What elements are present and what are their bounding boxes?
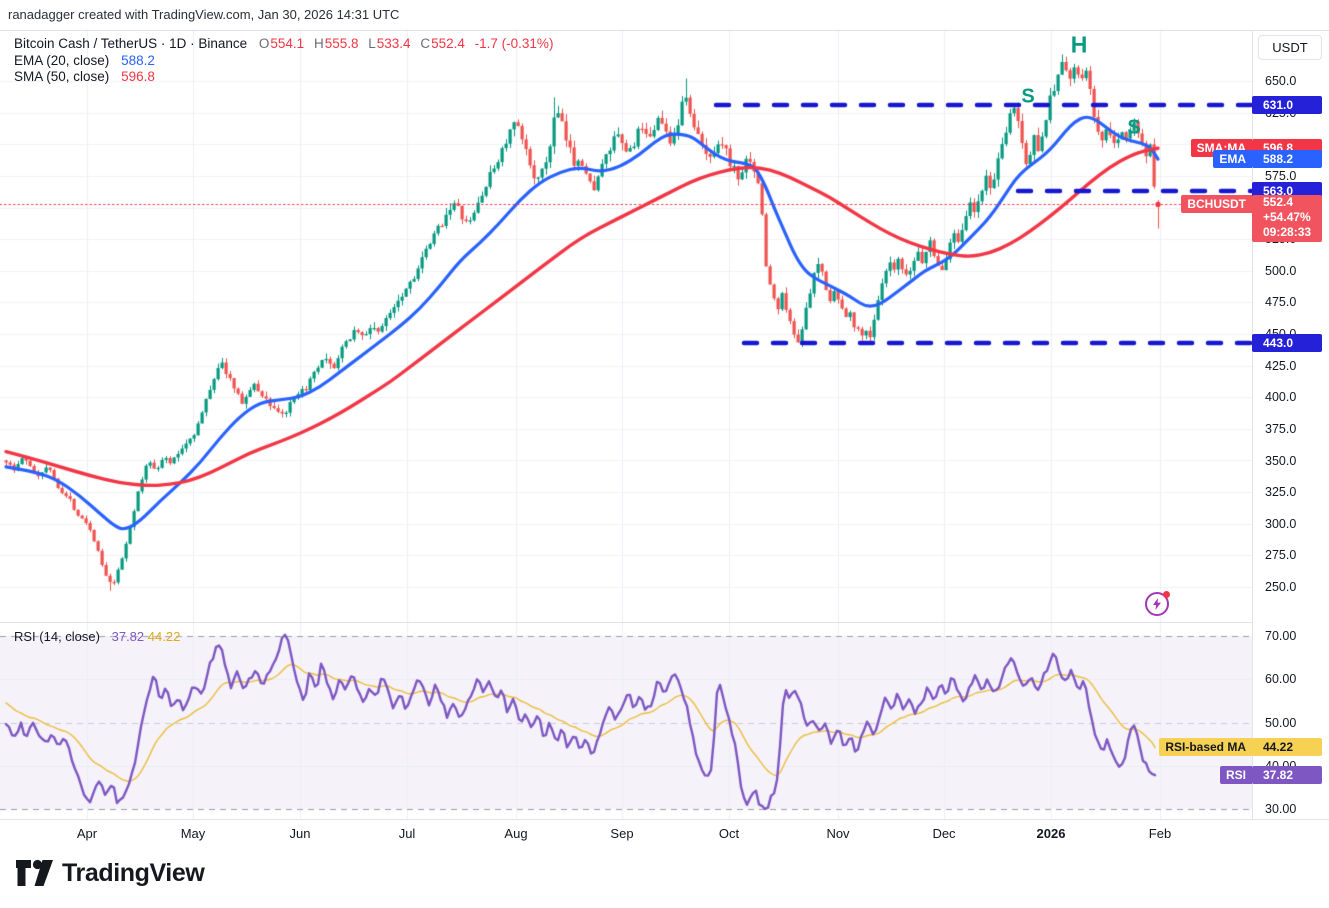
time-axis-label: Apr — [76, 826, 98, 841]
axis-tag-value: 588.2 — [1252, 150, 1322, 169]
symbol-title[interactable]: Bitcoin Cash / TetherUS · 1D · Binance — [14, 36, 248, 51]
rsi-label: RSI (14, close) — [14, 629, 100, 644]
axis-tag-name: EMA — [1213, 150, 1252, 169]
time-axis-label: Feb — [1148, 826, 1172, 841]
open-label: O — [258, 36, 270, 51]
change-value: -1.7 (-0.31%) — [474, 36, 554, 51]
rsi-chart-canvas[interactable] — [0, 623, 1252, 819]
close-value: 552.4 — [431, 36, 465, 51]
time-axis-label: Oct — [718, 826, 740, 841]
tradingview-logo-mark — [16, 859, 53, 886]
tradingview-logo-text: TradingView — [62, 859, 205, 887]
high-label: H — [313, 36, 324, 51]
time-axis-label: Jul — [398, 826, 416, 841]
time-axis-label: Dec — [932, 826, 956, 841]
price-tick: 250.0 — [1265, 580, 1297, 594]
price-tick: 425.0 — [1265, 358, 1297, 373]
ema-label: EMA (20, close) — [14, 52, 110, 68]
price-tick: 325.0 — [1265, 485, 1297, 500]
footer: TradingView — [0, 846, 1329, 908]
time-axis[interactable]: Apr May Jun Jul Aug Sep Oct Nov Dec 2026 Feb — [0, 819, 1329, 847]
price-tick: 300.0 — [1265, 516, 1297, 531]
pattern-label: S — [1021, 85, 1035, 108]
axis-tag-value: 44.22 — [1252, 738, 1322, 757]
low-label: L — [368, 36, 376, 51]
rsi-tick: 70.00 — [1265, 629, 1297, 643]
time-axis-label: 2026 — [1036, 826, 1066, 841]
price-tick: 400.0 — [1265, 390, 1297, 405]
rsi-legend[interactable]: RSI (14, close) 37.82 44.22 — [14, 629, 180, 644]
price-tick: 575.0 — [1265, 168, 1297, 183]
time-axis-label: May — [180, 826, 206, 841]
ema-legend-row[interactable]: EMA (20, close) 588.2 — [14, 53, 553, 70]
price-tick: 375.0 — [1265, 421, 1297, 436]
axis-tag-value: 552.4 +54.47% 09:28:33 — [1252, 195, 1322, 243]
axis-tag-value: 443.0 — [1252, 333, 1322, 352]
time-axis-label: Sep — [610, 826, 634, 841]
open-value: 554.1 — [270, 36, 305, 51]
price-chart-canvas[interactable] — [0, 31, 1252, 623]
axis-tag-name: RSI-based MA — [1159, 738, 1252, 757]
time-axis-label: Aug — [504, 826, 528, 841]
sma-label: SMA (50, close) — [14, 69, 110, 84]
price-tick: 475.0 — [1265, 295, 1297, 310]
time-axis-label: Jun — [289, 826, 311, 841]
pane-separator[interactable] — [0, 622, 1329, 623]
time-axis-label: Nov — [826, 826, 850, 841]
sma-value: 596.8 — [121, 69, 155, 84]
attribution-text: ranadagger created with TradingView.com,… — [8, 7, 400, 22]
price-tick: 350.0 — [1265, 453, 1297, 468]
currency-button[interactable]: USDT — [1258, 35, 1322, 60]
flash-ideas-icon[interactable] — [1145, 591, 1170, 616]
lightning-bolt-icon — [1153, 598, 1161, 610]
axis-tag-name: BCHUSDT — [1181, 195, 1252, 214]
rsi-tick: 50.00 — [1265, 715, 1297, 730]
symbol-legend-row: Bitcoin Cash / TetherUS · 1D · Binance O… — [14, 36, 553, 53]
chart-legend: Bitcoin Cash / TetherUS · 1D · Binance O… — [14, 36, 553, 86]
low-value: 533.4 — [376, 36, 411, 51]
rsi-tick: 30.00 — [1265, 802, 1297, 816]
axis-tag-name: RSI — [1219, 766, 1252, 785]
rsi-tick: 60.00 — [1265, 672, 1297, 687]
axis-tag-value: 37.82 — [1252, 766, 1322, 785]
axis-tag-value: 631.0 — [1252, 96, 1322, 115]
ema-value: 588.2 — [121, 52, 155, 68]
rsi-value: 37.82 — [111, 629, 145, 644]
sma-legend-row[interactable]: SMA (50, close) 596.8 — [14, 69, 553, 86]
pattern-label: H — [1070, 31, 1088, 58]
price-tick: 650.0 — [1265, 74, 1297, 88]
chart-panel: Bitcoin Cash / TetherUS · 1D · Binance O… — [0, 30, 1329, 847]
price-tick: 275.0 — [1265, 548, 1297, 563]
price-tick: 500.0 — [1265, 263, 1297, 278]
pattern-label: S — [1127, 116, 1141, 139]
close-label: C — [420, 36, 431, 51]
tradingview-logo[interactable]: TradingView — [16, 859, 205, 888]
high-value: 555.8 — [324, 36, 359, 51]
rsi-ma-value: 44.22 — [147, 629, 181, 644]
